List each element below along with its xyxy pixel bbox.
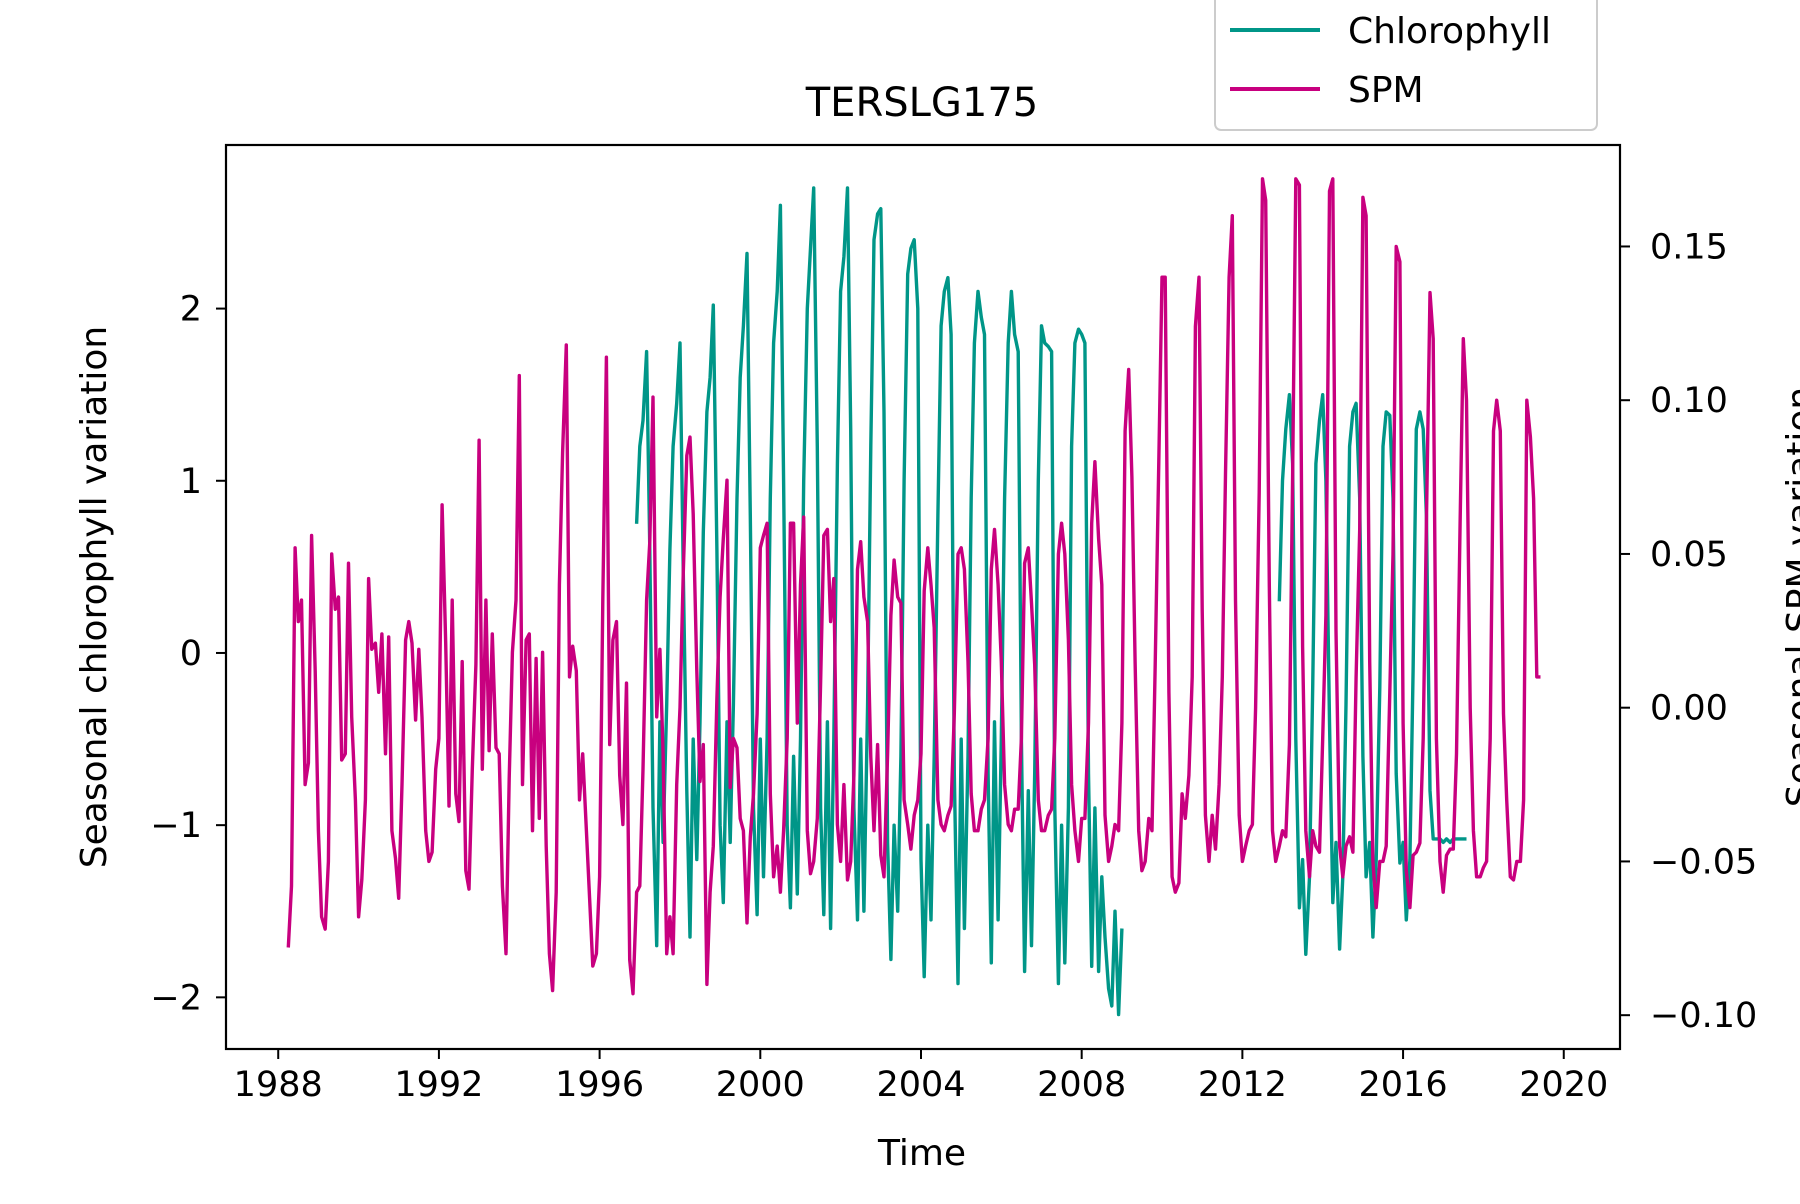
x-tick-label: 1988 bbox=[234, 1065, 323, 1105]
plot-lines bbox=[286, 177, 1541, 1017]
y-right-tick-label: 0.00 bbox=[1650, 689, 1728, 729]
x-tick-label: 2012 bbox=[1198, 1065, 1287, 1105]
plot-frame bbox=[224, 143, 1622, 1051]
x-tick-label: 1992 bbox=[394, 1065, 483, 1105]
x-tick-label: 2020 bbox=[1519, 1065, 1608, 1105]
x-axis-label: Time bbox=[877, 1133, 966, 1174]
y-left-tick-label: −2 bbox=[150, 978, 202, 1018]
x-tick-label: 1996 bbox=[555, 1065, 644, 1105]
x-tick-label: 2008 bbox=[1037, 1065, 1126, 1105]
y-left-tick-label: −1 bbox=[150, 806, 202, 846]
y-right-tick-label: 0.10 bbox=[1650, 381, 1728, 421]
y-left-tick-label: 2 bbox=[180, 290, 202, 330]
y-left-tick-label: 0 bbox=[180, 634, 202, 674]
y-axis-left-label: Seasonal chlorophyll variation bbox=[74, 326, 115, 868]
chart-title: TERSLG175 bbox=[805, 80, 1039, 126]
legend-label-spm: SPM bbox=[1348, 70, 1424, 111]
legend-box bbox=[1214, 0, 1598, 131]
y-left-tick-label: 1 bbox=[180, 462, 202, 502]
x-tick-label: 2016 bbox=[1359, 1065, 1448, 1105]
series-line-spm-0 bbox=[286, 177, 1541, 996]
y-right-tick-label: −0.05 bbox=[1650, 842, 1757, 882]
y-right-tick-label: 0.15 bbox=[1650, 227, 1728, 267]
y-axis-right: −0.10 −0.05 0.00 0.05 0.10 0.15 bbox=[1620, 227, 1757, 1036]
y-right-tick-label: 0.05 bbox=[1650, 535, 1728, 575]
y-axis-left: −2 −1 0 1 2 bbox=[150, 290, 226, 1018]
series-line-chlorophyll-1 bbox=[1277, 393, 1467, 956]
series-line-chlorophyll-0 bbox=[634, 186, 1124, 1017]
x-axis: 1988 1992 1996 2000 2004 2008 2012 2016 2020 bbox=[234, 1049, 1608, 1105]
x-tick-label: 2000 bbox=[716, 1065, 805, 1105]
x-tick-label: 2004 bbox=[876, 1065, 965, 1105]
y-axis-right-label: Seasonal SPM variation bbox=[1780, 387, 1800, 807]
legend: Chlorophyll SPM bbox=[1214, 0, 1598, 131]
y-right-tick-label: −0.10 bbox=[1650, 996, 1757, 1036]
legend-label-chlorophyll: Chlorophyll bbox=[1348, 11, 1551, 52]
